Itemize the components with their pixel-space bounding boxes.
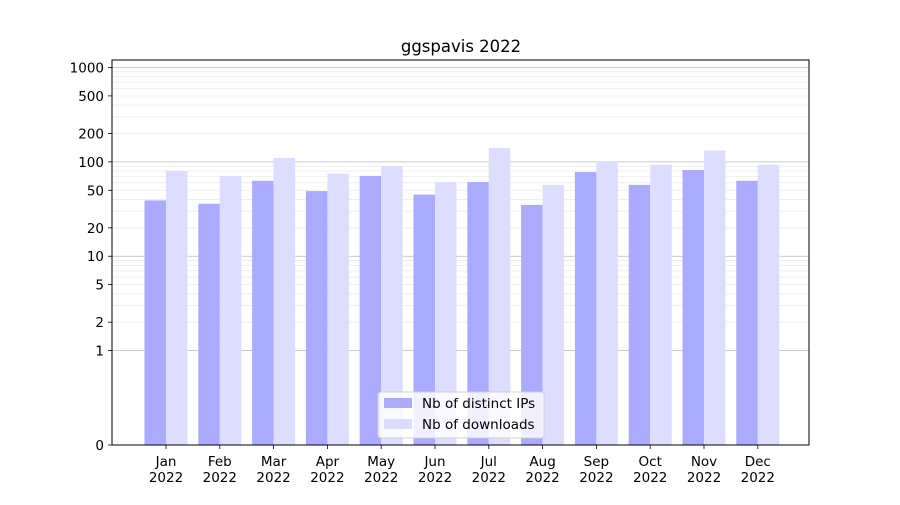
x-tick-label-year: 2022	[741, 470, 775, 486]
bar-distinct-ips	[736, 180, 758, 445]
x-tick-label-month: Aug	[529, 454, 555, 470]
y-axis: 0 1 2 5 10 20 50 100 200 500 1000	[70, 60, 112, 454]
bar-distinct-ips	[252, 180, 274, 445]
y-tick-label: 1000	[70, 60, 104, 76]
x-tick-label-year: 2022	[203, 470, 237, 486]
bar-distinct-ips	[574, 172, 597, 445]
bar-downloads	[166, 171, 188, 446]
x-tick-label-month: May	[367, 454, 395, 470]
x-tick-label-month: Jan	[155, 454, 177, 470]
x-tick-label-month: Jun	[423, 454, 445, 470]
bar-downloads	[704, 150, 726, 445]
legend: Nb of distinct IPs Nb of downloads	[377, 391, 545, 439]
x-tick-label-month: Sep	[584, 454, 609, 470]
y-tick-label: 5	[95, 278, 104, 294]
y-tick-label: 500	[78, 89, 104, 105]
plot-frame	[111, 59, 810, 446]
y-tick-label: 200	[78, 126, 104, 142]
bar-downloads	[596, 161, 618, 445]
x-axis: Jan2022Feb2022Mar2022Apr2022May2022Jun20…	[149, 445, 775, 486]
bar-distinct-ips	[467, 182, 489, 445]
x-tick-label-year: 2022	[149, 470, 183, 486]
bar-downloads	[488, 148, 511, 445]
y-tick-label: 50	[87, 183, 104, 199]
bar-distinct-ips	[305, 191, 328, 445]
legend-swatch	[384, 419, 412, 429]
x-tick-label-month: Dec	[745, 454, 771, 470]
bar-distinct-ips	[144, 200, 166, 445]
bar-distinct-ips	[359, 175, 382, 445]
legend-box	[377, 391, 545, 439]
bar-distinct-ips	[628, 184, 651, 446]
bar-distinct-ips	[198, 203, 220, 445]
x-tick-label-year: 2022	[418, 470, 452, 486]
x-tick-label-year: 2022	[472, 470, 506, 486]
bar-downloads	[273, 157, 296, 445]
bar-downloads	[542, 184, 565, 446]
x-tick-label-year: 2022	[256, 470, 290, 486]
bar-distinct-ips	[413, 194, 435, 445]
x-tick-label-month: Feb	[208, 454, 232, 470]
bar-downloads	[435, 182, 457, 445]
x-tick-label-year: 2022	[364, 470, 398, 486]
bar-distinct-ips	[521, 204, 543, 445]
bar-downloads	[219, 175, 242, 445]
y-tick-label: 20	[87, 221, 104, 237]
legend-label: Nb of downloads	[422, 417, 535, 433]
bar-downloads	[650, 164, 672, 445]
bar-downloads	[327, 173, 349, 446]
y-tick-label: 100	[78, 155, 104, 171]
x-tick-label-year: 2022	[310, 470, 344, 486]
y-tick-label: 0	[95, 438, 104, 454]
bar-downloads	[381, 166, 403, 445]
y-tick-label: 10	[87, 249, 104, 265]
legend-label: Nb of distinct IPs	[422, 396, 535, 412]
chart-title: ggspavis 2022	[401, 37, 521, 56]
x-tick-label-year: 2022	[633, 470, 667, 486]
x-tick-label-year: 2022	[579, 470, 613, 486]
x-tick-label-year: 2022	[525, 470, 559, 486]
x-tick-label-month: Nov	[691, 454, 717, 470]
x-tick-label-month: Apr	[316, 454, 340, 470]
x-tick-label-month: Mar	[261, 454, 287, 470]
x-tick-label-month: Jul	[480, 454, 497, 470]
bar-distinct-ips	[682, 169, 704, 446]
x-tick-label-year: 2022	[687, 470, 721, 486]
bar-downloads	[757, 164, 780, 445]
legend-swatch	[384, 398, 412, 408]
y-tick-label: 1	[95, 344, 104, 360]
y-tick-label: 2	[95, 315, 104, 331]
x-tick-label-month: Oct	[639, 454, 662, 470]
bars	[144, 148, 780, 446]
